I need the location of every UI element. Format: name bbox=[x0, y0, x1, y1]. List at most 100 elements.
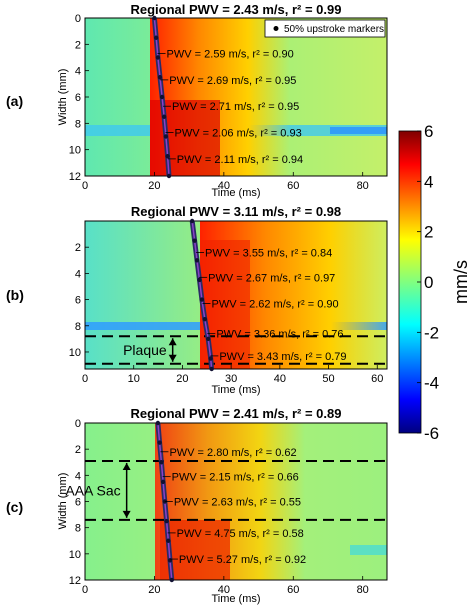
bracket-arrowhead bbox=[168, 354, 177, 362]
y-tick-label: 10 bbox=[69, 145, 81, 157]
heatmap-b bbox=[85, 221, 387, 369]
x-tick-label: 60 bbox=[371, 373, 383, 385]
upstroke-front-a bbox=[151, 15, 172, 179]
y-tick-label: 10 bbox=[69, 347, 81, 359]
colorbar-tick-label: 4 bbox=[424, 172, 433, 191]
axes-frame-b bbox=[84, 220, 388, 370]
bracket-label: Plaque bbox=[123, 342, 167, 358]
y-axis-label-a: Width (mm) bbox=[57, 69, 69, 126]
x-ticks-b: 0 10 20 30 40 50 60 bbox=[82, 365, 383, 385]
y-tick-label: 4 bbox=[75, 66, 81, 78]
aaa-sac-bracket: AAA Sac bbox=[65, 462, 131, 518]
upstroke-marker bbox=[160, 479, 166, 485]
x-ticks-a: 0 20 40 60 80 bbox=[82, 172, 369, 192]
x-tick-label: 0 bbox=[82, 584, 88, 596]
pwv-annotation: PWV = 3.36 m/s, r² = 0.76 bbox=[216, 329, 343, 341]
upstroke-marker bbox=[209, 366, 214, 372]
upstroke-marker bbox=[166, 538, 171, 543]
x-tick-label: 80 bbox=[357, 584, 369, 596]
x-tick-label: 60 bbox=[287, 584, 299, 596]
pwv-annotation: PWV = 4.75 m/s, r² = 0.58 bbox=[177, 528, 304, 540]
panel-b-tag: (b) bbox=[6, 287, 24, 303]
pwv-annotation: PWV = 2.15 m/s, r² = 0.66 bbox=[172, 472, 299, 484]
y-tick-label: 2 bbox=[75, 444, 81, 456]
y-tick-label: 0 bbox=[75, 13, 81, 25]
pwv-annotation: PWV = 2.11 m/s, r² = 0.94 bbox=[177, 154, 303, 166]
pwv-annotation: PWV = 2.67 m/s, r² = 0.97 bbox=[208, 272, 335, 284]
legend-a: 50% upstroke markers bbox=[264, 19, 386, 38]
x-tick-label: 50 bbox=[322, 373, 334, 385]
y-ticks-b: 2 4 6 8 10 bbox=[69, 242, 89, 359]
upstroke-marker bbox=[152, 15, 157, 21]
colorbar-tick-label: -6 bbox=[424, 424, 439, 443]
bracket-arrowhead bbox=[122, 462, 131, 470]
panel-b-title: Regional PWV = 3.11 m/s, r² = 0.98 bbox=[131, 204, 341, 219]
annotations-b: PWV = 3.55 m/s, r² = 0.84 PWV = 2.67 m/s,… bbox=[196, 247, 347, 363]
y-tick-label: 12 bbox=[69, 575, 81, 587]
x-tick-label: 60 bbox=[287, 180, 299, 192]
pwv-annotation: PWV = 3.43 m/s, r² = 0.79 bbox=[219, 351, 346, 363]
legend-marker bbox=[273, 26, 279, 31]
pwv-annotation: PWV = 5.27 m/s, r² = 0.92 bbox=[179, 554, 306, 566]
upstroke-front-c bbox=[155, 420, 175, 583]
heatmap-c bbox=[85, 423, 387, 580]
x-tick-label: 20 bbox=[148, 180, 160, 192]
pwv-annotation: PWV = 2.71 m/s, r² = 0.95 bbox=[172, 101, 299, 113]
y-tick-label: 4 bbox=[75, 268, 81, 280]
bracket-arrowhead bbox=[168, 338, 177, 346]
pwv-annotation: PWV = 2.69 m/s, r² = 0.95 bbox=[169, 75, 296, 87]
x-axis-label-a: Time (ms) bbox=[211, 187, 260, 199]
upstroke-marker bbox=[157, 440, 162, 445]
colorbar-tick-label: 0 bbox=[424, 273, 433, 292]
annotations-a: PWV = 2.59 m/s, r² = 0.90 PWV = 2.69 m/s,… bbox=[157, 49, 303, 166]
y-ticks-c: 0 2 4 6 8 10 12 bbox=[69, 418, 89, 587]
x-tick-label: 40 bbox=[218, 180, 230, 192]
y-tick-label: 8 bbox=[75, 321, 81, 333]
x-tick-label: 30 bbox=[225, 373, 237, 385]
y-axis-label-c: Width (mm) bbox=[57, 473, 69, 530]
y-ticks-a: 0 2 4 6 8 10 12 bbox=[69, 13, 89, 183]
upstroke-marker bbox=[157, 75, 163, 80]
pwv-annotation: PWV = 2.63 m/s, r² = 0.55 bbox=[174, 497, 301, 509]
pwv-annotation: PWV = 2.80 m/s, r² = 0.62 bbox=[169, 447, 296, 459]
upstroke-marker bbox=[199, 297, 205, 302]
upstroke-marker bbox=[159, 460, 164, 465]
y-tick-label: 10 bbox=[69, 549, 81, 561]
upstroke-marker bbox=[159, 94, 165, 100]
upstroke-marker bbox=[192, 238, 197, 243]
x-axis-label-b: Time (ms) bbox=[211, 384, 260, 396]
upstroke-marker bbox=[166, 173, 172, 179]
pwv-annotation: PWV = 2.06 m/s, r² = 0.93 bbox=[175, 128, 302, 140]
x-tick-label: 40 bbox=[274, 373, 286, 385]
upstroke-marker bbox=[164, 518, 169, 524]
y-tick-label: 6 bbox=[75, 497, 81, 509]
bracket-arrowhead bbox=[122, 510, 131, 518]
panel-a-title: Regional PWV = 2.43 m/s, r² = 0.99 bbox=[131, 2, 342, 17]
annotations-c: PWV = 2.80 m/s, r² = 0.62 PWV = 2.15 m/s,… bbox=[160, 447, 306, 566]
upstroke-marker bbox=[155, 420, 161, 426]
upstroke-marker bbox=[153, 35, 159, 40]
y-tick-label: 6 bbox=[75, 295, 81, 307]
upstroke-marker bbox=[208, 356, 213, 361]
colorbar-tick-label: 6 bbox=[424, 122, 433, 141]
upstroke-marker bbox=[165, 154, 170, 159]
y-tick-label: 4 bbox=[75, 470, 81, 482]
x-tick-label: 20 bbox=[148, 584, 160, 596]
x-ticks-c: 0 20 40 60 80 bbox=[82, 576, 369, 596]
colorbar-label: mm/s bbox=[451, 260, 471, 304]
y-tick-label: 0 bbox=[75, 418, 81, 430]
colorbar-tick-label: -4 bbox=[424, 374, 439, 393]
y-tick-label: 2 bbox=[75, 39, 81, 51]
heatmap-a bbox=[85, 18, 387, 176]
panel-c: (c) Regional PWV = 2.41 m/s, r² = 0.89 0… bbox=[6, 406, 388, 605]
upstroke-marker bbox=[155, 55, 161, 60]
x-tick-label: 40 bbox=[218, 584, 230, 596]
panel-a-tag: (a) bbox=[6, 93, 23, 109]
pwv-annotation: PWV = 2.62 m/s, r² = 0.90 bbox=[211, 299, 338, 311]
colorbar: 6 4 2 0 -2 -4 -6 mm/s bbox=[398, 122, 471, 443]
y-tick-label: 12 bbox=[69, 171, 81, 183]
y-tick-label: 2 bbox=[75, 242, 81, 254]
x-tick-label: 10 bbox=[128, 373, 140, 385]
upstroke-marker bbox=[169, 577, 174, 583]
